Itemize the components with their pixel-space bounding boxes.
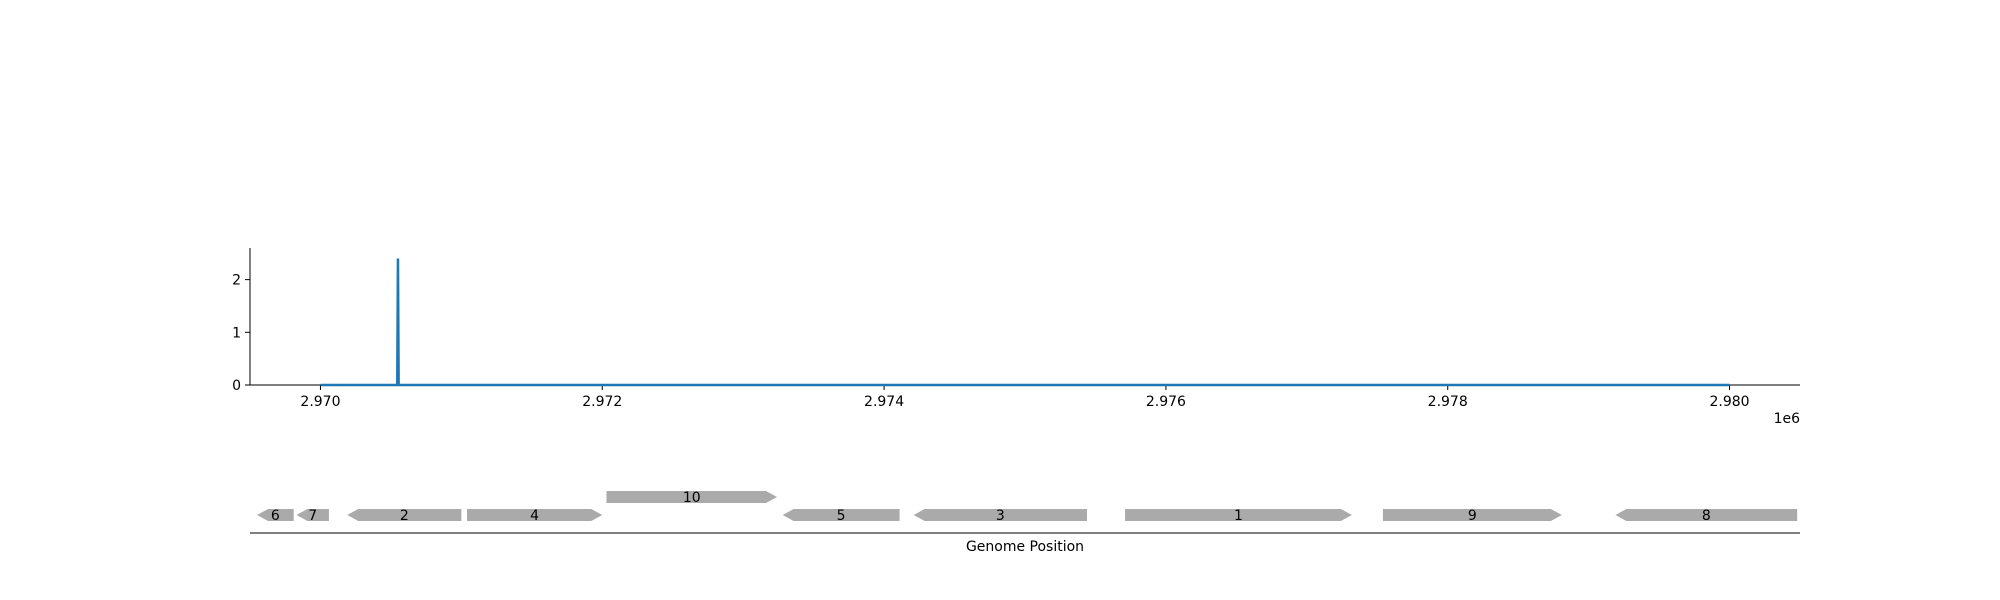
gene-arrow xyxy=(1615,509,1798,521)
gene-label: 3 xyxy=(996,508,1005,524)
y-ticks: 0 1 2 xyxy=(232,273,250,394)
x-ticks: 2.970 2.972 2.974 2.976 2.978 2.980 xyxy=(300,385,1750,410)
coverage-plot: 0 1 2 2.970 2.972 2.974 2.976 2.978 2.980 1e6 xyxy=(232,248,1800,427)
x-tick-label: 2.970 xyxy=(300,394,340,410)
gene-track-xlabel: Genome Position xyxy=(966,539,1084,555)
gene-arrow xyxy=(257,509,294,521)
gene-arrow xyxy=(467,509,603,521)
genes: 6 7 2 4 10 5 3 1 9 8 xyxy=(257,490,1798,524)
gene-label: 2 xyxy=(400,508,409,524)
coverage-line xyxy=(320,258,1730,387)
gene-track: 6 7 2 4 10 5 3 1 9 8 Genome Position xyxy=(250,490,1800,555)
gene-label: 8 xyxy=(1702,508,1711,524)
y-tick-label: 1 xyxy=(232,325,241,341)
y-tick-label: 0 xyxy=(232,378,241,394)
gene-arrow xyxy=(347,509,462,521)
y-tick-label: 2 xyxy=(232,273,241,289)
gene-arrow xyxy=(296,509,329,521)
x-tick-label: 2.980 xyxy=(1709,394,1749,410)
gene-arrow xyxy=(782,509,900,521)
gene-label: 5 xyxy=(837,508,846,524)
x-tick-label: 2.978 xyxy=(1428,394,1468,410)
gene-label: 10 xyxy=(683,490,701,506)
gene-label: 1 xyxy=(1234,508,1243,524)
gene-arrow xyxy=(913,509,1087,521)
gene-arrow xyxy=(1382,509,1562,521)
x-tick-label: 2.976 xyxy=(1146,394,1186,410)
gene-label: 9 xyxy=(1468,508,1477,524)
x-offset-label: 1e6 xyxy=(1774,411,1801,427)
gene-arrow xyxy=(606,491,777,503)
gene-label: 4 xyxy=(530,508,539,524)
x-tick-label: 2.974 xyxy=(864,394,904,410)
gene-arrow xyxy=(1125,509,1352,521)
x-tick-label: 2.972 xyxy=(582,394,622,410)
gene-label: 6 xyxy=(271,508,280,524)
gene-label: 7 xyxy=(308,508,317,524)
